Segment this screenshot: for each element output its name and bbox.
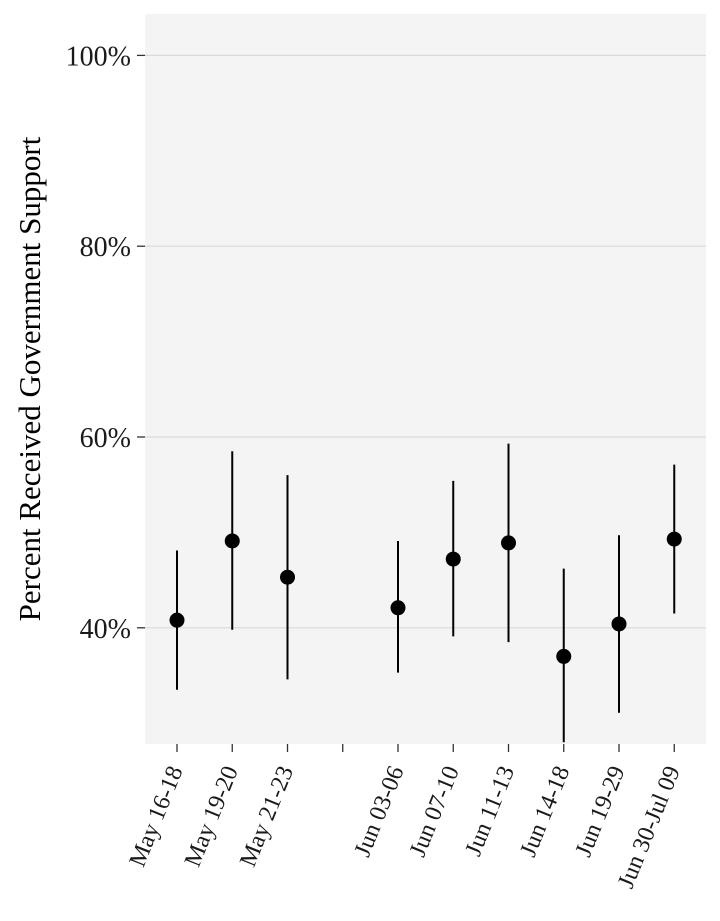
data-point (169, 612, 185, 628)
y-axis-title: Percent Received Government Support (12, 136, 47, 621)
data-point (556, 648, 572, 664)
data-point (445, 551, 461, 567)
y-tick-label: 80% (80, 232, 131, 263)
plot-panel (145, 14, 706, 744)
x-tick-label: Jun 19-29 (571, 763, 631, 861)
x-tick-label: May 16-18 (125, 763, 189, 871)
data-point (224, 533, 240, 549)
data-point (501, 535, 516, 551)
y-tick-label: 60% (80, 423, 131, 454)
data-point (280, 569, 295, 585)
y-tick-label: 100% (66, 41, 131, 72)
x-tick-label: May 19-20 (180, 763, 244, 871)
x-tick-label: Jun 07-10 (405, 763, 465, 861)
x-tick-label: Jun 14-18 (515, 763, 575, 861)
data-point (611, 616, 627, 632)
gridlines (145, 54, 706, 629)
data-marks (169, 443, 682, 743)
y-tick-label: 40% (80, 614, 131, 645)
x-tick-label: May 21-23 (235, 763, 299, 871)
x-tick-label: Jun 11-13 (461, 763, 520, 860)
y-axis: 40% 60% 80% 100% (66, 41, 145, 645)
data-point (666, 531, 682, 547)
x-tick-label: Jun 03-06 (350, 763, 410, 861)
data-point (390, 600, 406, 616)
